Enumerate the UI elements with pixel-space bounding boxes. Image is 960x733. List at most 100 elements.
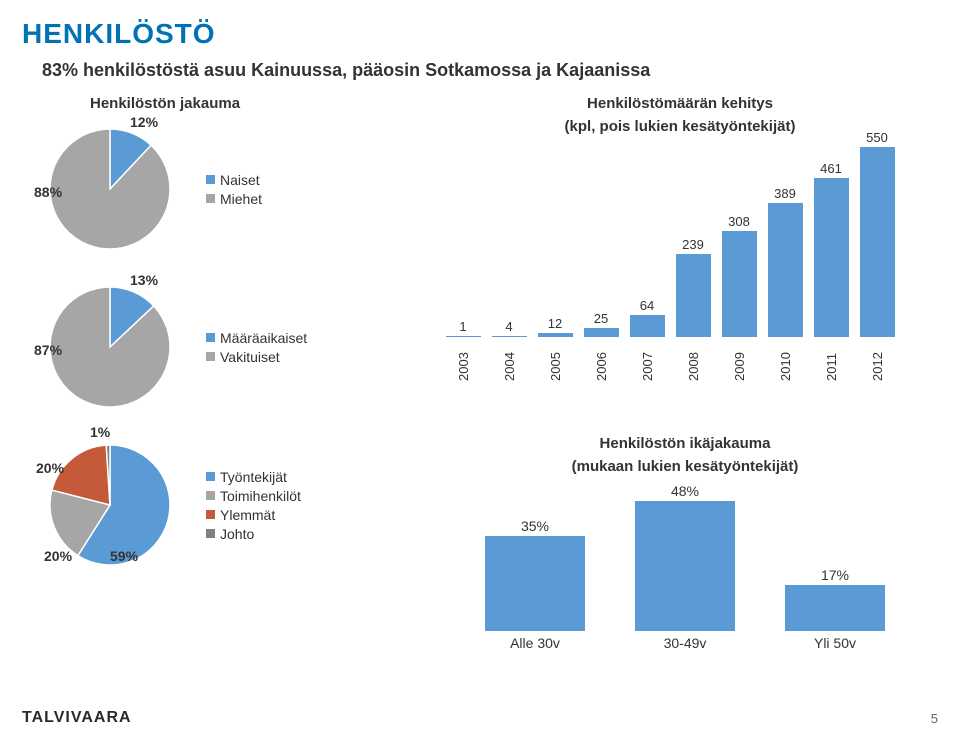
content-area: Henkilöstön jakauma 12%88% NaisetMiehet …	[0, 95, 960, 715]
legend-swatch	[206, 472, 215, 481]
pie2: 13%87%	[40, 272, 190, 422]
bar1-title1: Henkilöstömäärän kehitys	[440, 95, 920, 112]
bar-chart-age: Henkilöstön ikäjakauma (mukaan lukien ke…	[450, 435, 920, 651]
bar-column: 12 2005	[532, 316, 578, 381]
legend-swatch	[206, 491, 215, 500]
bar-value: 4	[505, 319, 512, 334]
bar-xlabel: 2011	[824, 341, 839, 381]
bar-xlabel: 2004	[502, 341, 517, 381]
bar	[630, 315, 665, 337]
pie-slice-label: 59%	[110, 548, 138, 564]
bar	[722, 231, 757, 337]
footer: TALVIVAARA 5	[0, 709, 960, 727]
bar-value: 461	[820, 161, 842, 176]
bar-xlabel: 2006	[594, 341, 609, 381]
legend-swatch	[206, 333, 215, 342]
bar-xlabel: 2009	[732, 341, 747, 381]
bar-xlabel: Alle 30v	[510, 635, 560, 651]
legend-item: Toimihenkilöt	[206, 488, 301, 504]
bar-column: 461 2011	[808, 161, 854, 381]
bar-column: 25 2006	[578, 311, 624, 381]
bar	[492, 336, 527, 337]
legend-label: Määräaikaiset	[220, 330, 307, 346]
page-title: HENKILÖSTÖ	[0, 0, 960, 60]
bar-value: 550	[866, 130, 888, 145]
bar	[860, 147, 895, 337]
legend-item: Ylemmät	[206, 507, 301, 523]
page-subtitle: 83% henkilöstöstä asuu Kainuussa, pääosi…	[0, 60, 960, 81]
logo: TALVIVAARA	[22, 709, 132, 727]
bar-column: 64 2007	[624, 298, 670, 381]
bar-column: 389 2010	[762, 186, 808, 381]
pie1-legend: Naiset Miehet	[206, 169, 262, 210]
bar-column: 4 2004	[486, 319, 532, 381]
bar	[584, 328, 619, 337]
bar-column: 48% 30-49v	[610, 483, 760, 651]
bar2-bars: 35% Alle 30v 48% 30-49v 17% Yli 50v	[450, 481, 920, 651]
legend-item: Määräaikaiset	[206, 330, 307, 346]
pie-slice-label: 88%	[34, 184, 62, 200]
legend-label: Vakituiset	[220, 349, 280, 365]
legend-item: Johto	[206, 526, 301, 542]
bar1-title2: (kpl, pois lukien kesätyöntekijät)	[440, 118, 920, 135]
bar-value: 48%	[671, 483, 699, 499]
legend-label: Ylemmät	[220, 507, 275, 523]
bar2-title1: Henkilöstön ikäjakauma	[450, 435, 920, 452]
bar-xlabel: 2003	[456, 341, 471, 381]
bar-value: 239	[682, 237, 704, 252]
pie-slice-label: 20%	[44, 548, 72, 564]
bar-xlabel: 30-49v	[664, 635, 707, 651]
pie-slice-label: 13%	[130, 272, 158, 288]
bar-value: 64	[640, 298, 654, 313]
pie-slice-label: 12%	[130, 114, 158, 130]
bar-column: 1 2003	[440, 319, 486, 381]
pie1: 12%88%	[40, 114, 190, 264]
legend-item: Työntekijät	[206, 469, 301, 485]
legend-label: Työntekijät	[220, 469, 287, 485]
bar-chart-headcount: Henkilöstömäärän kehitys (kpl, pois luki…	[440, 95, 920, 381]
bar-value: 308	[728, 214, 750, 229]
pie-slice-label: 1%	[90, 424, 110, 440]
page-number: 5	[931, 711, 938, 726]
bar-value: 25	[594, 311, 608, 326]
legend-item: Vakituiset	[206, 349, 307, 365]
bar	[676, 254, 711, 337]
legend-swatch	[206, 510, 215, 519]
bar-column: 550 2012	[854, 130, 900, 381]
bar-column: 308 2009	[716, 214, 762, 381]
bar-value: 35%	[521, 518, 549, 534]
legend-item: Miehet	[206, 191, 262, 207]
legend-item: Naiset	[206, 172, 262, 188]
bar-xlabel: 2005	[548, 341, 563, 381]
bar	[635, 501, 735, 631]
bar-value: 1	[459, 319, 466, 334]
bar-column: 17% Yli 50v	[760, 567, 910, 651]
bar-xlabel: Yli 50v	[814, 635, 856, 651]
bar-column: 35% Alle 30v	[460, 518, 610, 651]
legend-label: Toimihenkilöt	[220, 488, 301, 504]
pie2-legend: Määräaikaiset Vakituiset	[206, 327, 307, 368]
pie-slice-label: 87%	[34, 342, 62, 358]
bar	[538, 333, 573, 337]
bar-xlabel: 2010	[778, 341, 793, 381]
bar	[768, 203, 803, 337]
legend-swatch	[206, 194, 215, 203]
legend-label: Johto	[220, 526, 254, 542]
bar	[814, 178, 849, 337]
legend-label: Miehet	[220, 191, 262, 207]
bar-value: 389	[774, 186, 796, 201]
bar-column: 2392008	[670, 237, 716, 381]
bar2-title2: (mukaan lukien kesätyöntekijät)	[450, 458, 920, 475]
legend-swatch	[206, 352, 215, 361]
bar-xlabel: 2007	[640, 341, 655, 381]
legend-label: Naiset	[220, 172, 260, 188]
legend-swatch	[206, 175, 215, 184]
bar-xlabel: 2012	[870, 341, 885, 381]
bar	[785, 585, 885, 631]
bar-value: 12	[548, 316, 562, 331]
bar-value: 17%	[821, 567, 849, 583]
bar	[446, 336, 481, 337]
bar	[485, 536, 585, 631]
pie3: 59%20%20%1%	[40, 430, 190, 580]
legend-swatch	[206, 529, 215, 538]
